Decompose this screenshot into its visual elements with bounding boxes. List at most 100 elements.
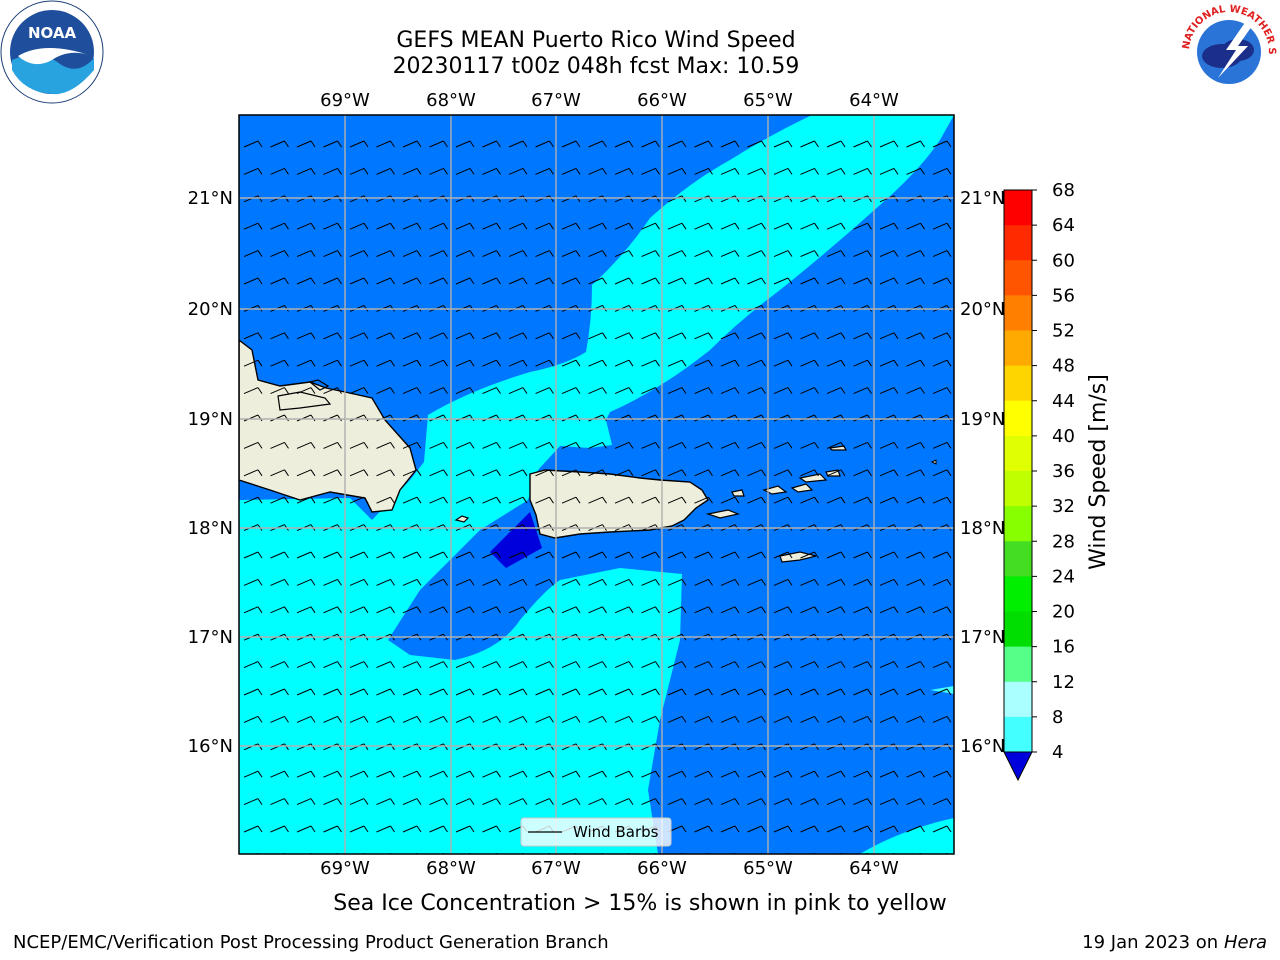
wind-barb [667,798,687,806]
wind-barb [508,277,528,285]
wind-barb [296,551,316,559]
footer-date-text: 19 Jan 2023 on [1082,932,1224,953]
wind-barb [243,222,263,230]
wind-barb [270,195,289,203]
wind-barb [667,359,687,367]
wind-barb [588,743,607,751]
lat-labels-right: 21°N 20°N 19°N 18°N 17°N 16°N [960,188,1005,757]
wind-barb [641,496,660,504]
wind-barb [429,661,448,669]
wind-barb [323,798,342,806]
wind-barb [906,195,925,203]
wind-band-8-12-southeast [860,818,954,854]
wind-barb [482,195,501,203]
wind-barb [482,469,501,477]
wind-barb [296,332,316,340]
wind-barb [667,551,687,559]
wind-barb [906,770,925,778]
wind-barb [376,688,395,696]
wind-barb [826,359,846,367]
wind-barb [323,606,342,614]
wind-barb [747,387,766,395]
wind-barb [800,606,819,614]
wind-barb [349,140,369,148]
wind-barb [879,825,899,833]
wind-barb [349,798,369,806]
wind-barb [747,195,766,203]
mona-island [454,515,470,523]
wind-barb [906,661,925,669]
wind-barb [243,798,263,806]
wind-barb [747,798,766,806]
wind-barb [376,140,395,148]
wind-barb [694,715,713,723]
wind-barb [243,441,263,449]
wind-barb [323,332,342,340]
wind-barb [243,715,263,723]
wind-barb [667,441,687,449]
wind-barb [323,469,342,477]
wind-barb [826,496,846,504]
wind-barb [349,195,369,203]
wind-barb [614,167,634,175]
wind-barb [455,195,475,203]
wind-barb [402,469,422,477]
wind-barb [800,743,819,751]
wind-barb [879,195,899,203]
wind-barb [879,359,899,367]
wind-barb [588,578,607,586]
wind-barb [879,414,899,422]
wind-barb [455,414,475,422]
wind-barb [614,578,634,586]
wind-barb [694,387,713,395]
wind-barb [932,359,952,367]
wind-barb [535,441,554,449]
wind-barb [270,469,289,477]
wind-barb [243,551,263,559]
wind-barb [773,606,793,614]
wind-barb [535,332,554,340]
wind-barb [376,250,395,258]
colorbar-tick-label: 16 [1052,637,1075,658]
wind-barb [349,359,369,367]
wind-barb [482,167,501,175]
wind-barb [508,606,528,614]
wind-barb [694,688,713,696]
wind-barb [853,578,872,586]
wind-barb [773,414,793,422]
wind-barb [535,688,554,696]
wind-barb [906,222,925,230]
wind-barb [800,332,819,340]
wind-barb [641,441,660,449]
wind-barb [641,551,660,559]
wind-barb [535,359,554,367]
wind-barb [879,387,899,395]
colorbar-segment [1004,611,1032,648]
wind-barb [879,496,899,504]
wind-barb [243,195,263,203]
wind-barb [641,770,660,778]
wind-barb [323,441,342,449]
wind-barb [879,441,899,449]
wind-barb [349,661,369,669]
wind-barb [932,277,952,285]
wind-barb [826,825,846,833]
wind-barb [323,195,342,203]
wind-band-8-12-northeast [239,115,954,854]
wind-barb [323,578,342,586]
wind-barb [614,441,634,449]
wind-barb [906,578,925,586]
wind-barb [667,140,687,148]
wind-barb [906,825,925,833]
wind-barb [243,688,263,696]
wind-barb [561,332,581,340]
wind-barb [641,167,660,175]
wind-barb [402,195,422,203]
colorbar-segment [1004,365,1032,402]
wind-barb [508,743,528,751]
wind-barb [508,661,528,669]
wind-barb [561,715,581,723]
wind-barb [826,770,846,778]
wind-barb [561,469,581,477]
wind-barb [800,277,819,285]
